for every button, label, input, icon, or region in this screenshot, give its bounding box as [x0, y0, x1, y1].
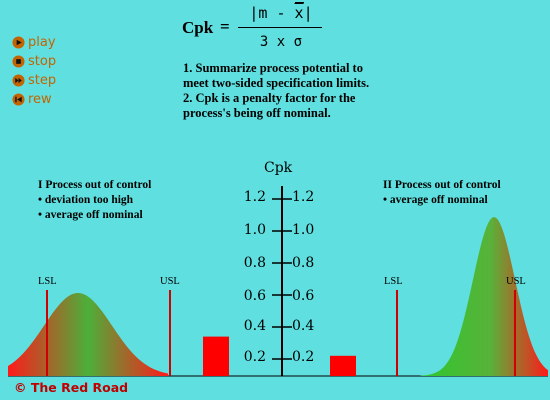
footer-credit: © The Red Road — [14, 380, 129, 395]
tick-right-1-2: 1.2 — [292, 189, 315, 205]
panel-left-text: I Process out of control • deviation too… — [38, 178, 151, 223]
panel-right-text: II Process out of control • average off … — [383, 178, 501, 208]
fraction-bar — [238, 27, 322, 28]
note-1: 1. Summarize process potential to meet t… — [183, 61, 370, 90]
tick-left-0-4: 0.4 — [243, 318, 266, 334]
panel-left-item-2: • average off nominal — [38, 209, 143, 221]
tick-left-0-6: 0.6 — [243, 288, 266, 304]
panel-left-item-1: • deviation too high — [38, 194, 134, 206]
rewind-icon — [12, 93, 25, 106]
tick-right-0-8: 0.8 — [292, 255, 315, 271]
tick-left-1-0: 1.0 — [243, 222, 266, 238]
formula-numerator: |m - x| — [240, 2, 322, 22]
right-distribution-curve — [420, 217, 548, 376]
step-label: step — [28, 73, 57, 88]
formula-label: Cpk — [182, 18, 214, 37]
step-button[interactable]: step — [12, 71, 56, 90]
axis-title: Cpk — [264, 160, 293, 176]
tick-left-1-2: 1.2 — [243, 189, 266, 205]
tick-left-0-2: 0.2 — [243, 349, 266, 365]
play-button[interactable]: play — [12, 33, 56, 52]
left-usl-label: USL — [160, 276, 180, 287]
right-lsl-label: LSL — [384, 276, 403, 287]
tick-right-0-2: 0.2 — [292, 349, 315, 365]
step-icon — [12, 74, 25, 87]
formula-denominator: 3 x σ — [259, 34, 303, 50]
right-usl-label: USL — [506, 276, 526, 287]
playback-controls: play stop step rew — [12, 33, 56, 109]
numerator-text: |m - x| — [249, 2, 313, 22]
play-label: play — [28, 35, 56, 50]
left-cpk-bar — [203, 336, 229, 376]
tick-left-0-8: 0.8 — [243, 255, 266, 271]
tick-right-1-0: 1.0 — [292, 222, 315, 238]
rewind-label: rew — [28, 92, 52, 107]
left-distribution-curve — [8, 293, 168, 376]
rewind-button[interactable]: rew — [12, 90, 56, 109]
right-cpk-bar — [330, 355, 356, 376]
left-lsl-label: LSL — [38, 276, 57, 287]
panel-left-title: I Process out of control — [38, 179, 152, 191]
tick-right-0-6: 0.6 — [292, 288, 315, 304]
play-icon — [12, 36, 25, 49]
panel-right-title: II Process out of control — [383, 179, 501, 191]
panel-right-item-1: • average off nominal — [383, 194, 488, 206]
notes: 1. Summarize process potential to meet t… — [183, 61, 383, 121]
formula-equals: = — [220, 17, 230, 36]
stop-label: stop — [28, 54, 57, 69]
stop-button[interactable]: stop — [12, 52, 56, 71]
stop-icon — [12, 55, 25, 68]
x-bar-symbol: x — [294, 2, 304, 22]
tick-right-0-4: 0.4 — [292, 318, 315, 334]
note-2: 2. Cpk is a penalty factor for the proce… — [183, 91, 356, 120]
